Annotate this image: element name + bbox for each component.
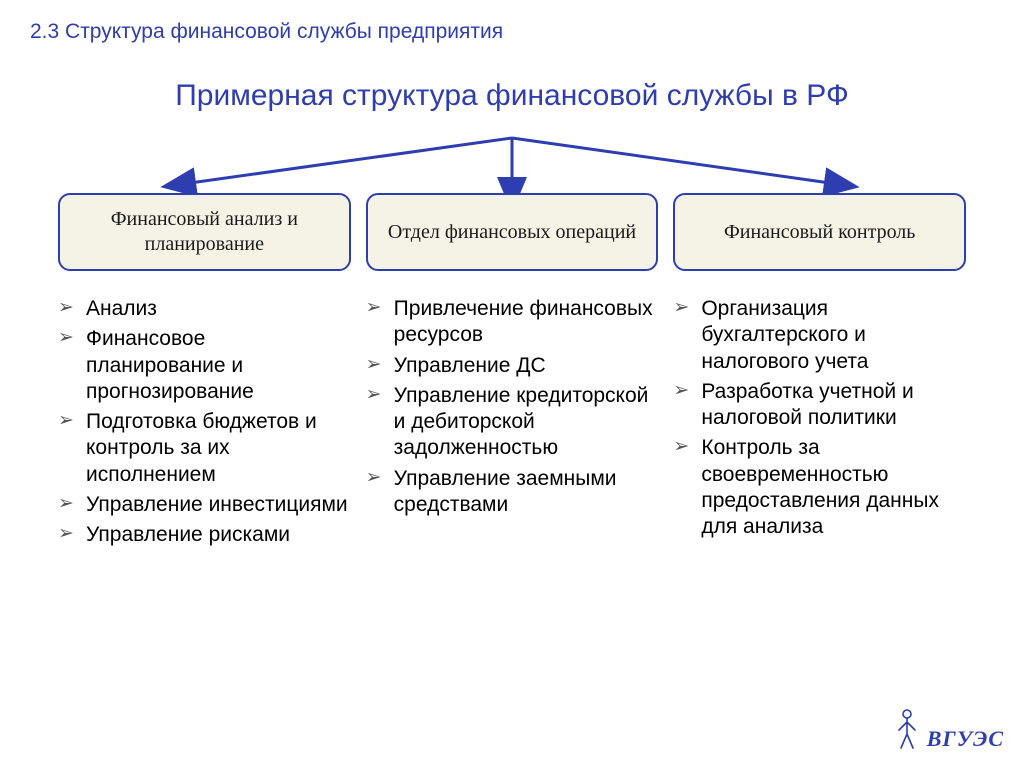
list-item: Анализ: [58, 296, 351, 322]
dept-box-control: Финансовый контроль: [673, 193, 966, 271]
dept-box-analysis: Финансовый анализ и планирование: [58, 193, 351, 271]
column-control: Организация бухгалтерского и налогового …: [673, 296, 966, 552]
list-item: Управление рисками: [58, 522, 351, 548]
logo-text: ВГУЭС: [927, 726, 1004, 752]
list-item: Управление ДС: [366, 353, 659, 379]
list-item: Организация бухгалтерского и налогового …: [673, 296, 966, 375]
arrows-diagram: [35, 133, 989, 198]
dept-box-operations: Отдел финансовых операций: [366, 193, 659, 271]
university-logo: ВГУЭС: [893, 708, 1004, 752]
departments-row: Финансовый анализ и планирование Отдел ф…: [30, 193, 994, 271]
page-title: Примерная структура финансовой службы в …: [30, 79, 994, 113]
list-item: Управление инвестициями: [58, 492, 351, 518]
list-item: Управление заемными средствами: [366, 466, 659, 519]
list-item: Подготовка бюджетов и контроль за их исп…: [58, 409, 351, 488]
section-label: 2.3 Структура финансовой службы предприя…: [30, 20, 994, 44]
columns-row: Анализ Финансовое планирование и прогноз…: [30, 296, 994, 552]
column-operations: Привлечение финансовых ресурсов Управлен…: [366, 296, 659, 552]
list-item: Управление кредиторской и дебиторской за…: [366, 383, 659, 462]
logo-figure-icon: [893, 708, 921, 752]
list-item: Разработка учетной и налоговой политики: [673, 379, 966, 432]
list-item: Контроль за своевременностью предоставле…: [673, 435, 966, 540]
list-item: Финансовое планирование и прогнозировани…: [58, 326, 351, 405]
column-analysis: Анализ Финансовое планирование и прогноз…: [58, 296, 351, 552]
list-item: Привлечение финансовых ресурсов: [366, 296, 659, 349]
